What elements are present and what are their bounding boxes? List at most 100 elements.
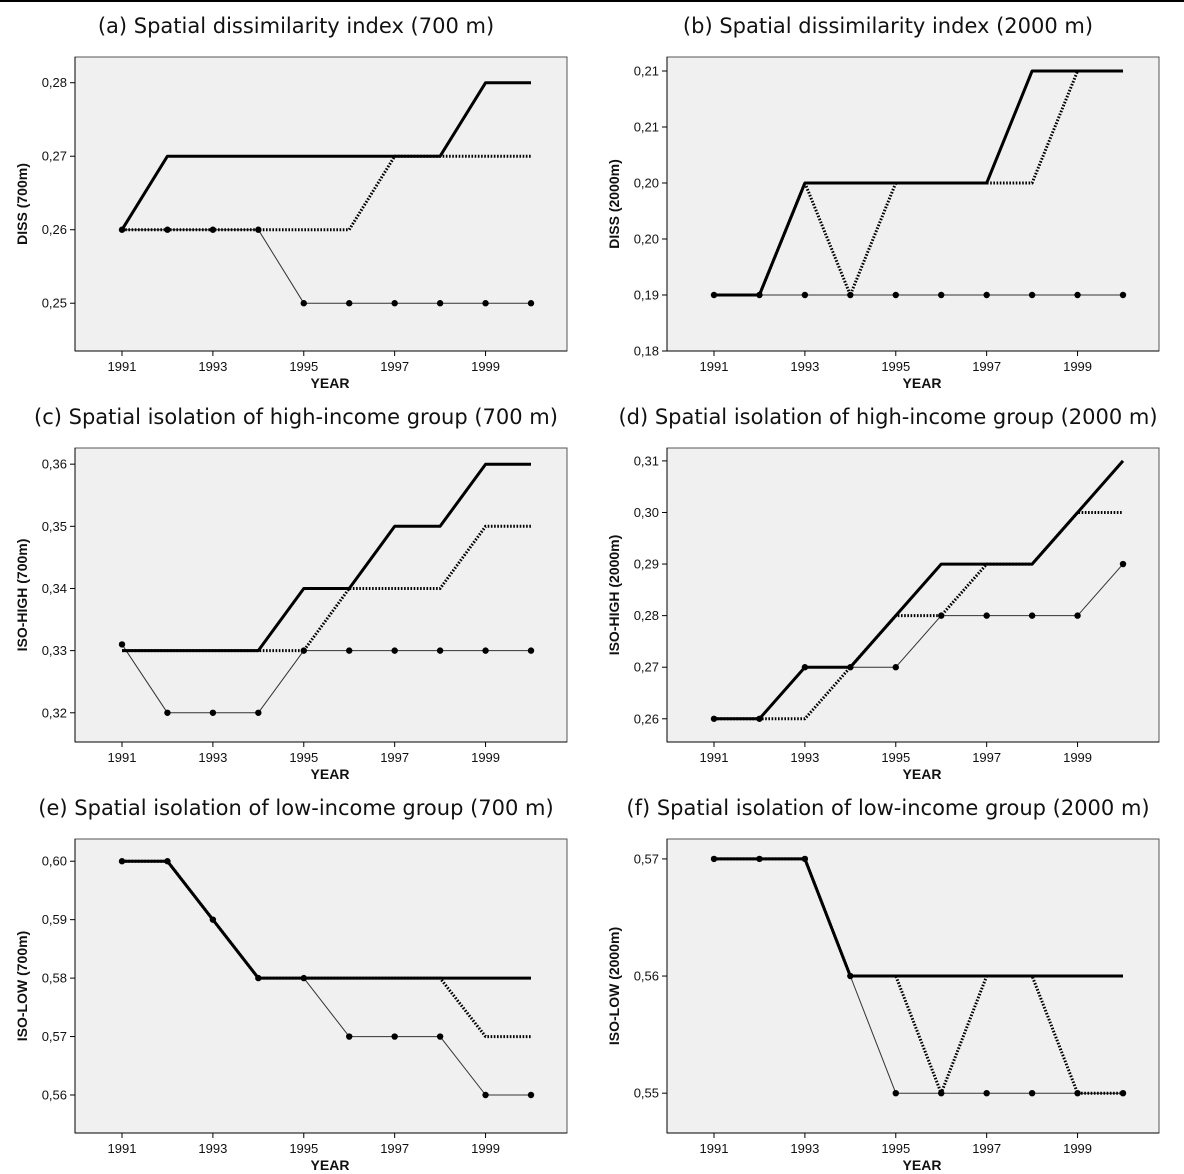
data-point — [892, 291, 899, 299]
data-point — [164, 709, 171, 716]
series-line-thin-markers — [121, 644, 531, 714]
data-point — [300, 300, 307, 307]
y-axis-label: ISO-HIGH (2000m) — [606, 535, 622, 656]
data-point — [1119, 560, 1127, 568]
chart-svg-f: (f) Spatial isolation of low-income grou… — [606, 796, 1160, 1173]
x-tick-label: 1999 — [471, 750, 500, 765]
y-tick-label: 0,57 — [634, 851, 659, 866]
chart-title: (e) Spatial isolation of low-income grou… — [38, 796, 553, 820]
x-tick-label: 1991 — [700, 1141, 729, 1156]
y-tick-label: 0,28 — [634, 608, 659, 623]
data-point — [436, 647, 444, 654]
series-line-dotted — [122, 154, 531, 232]
data-point — [118, 641, 126, 648]
y-tick-label: 0,55 — [634, 1086, 659, 1101]
data-point — [391, 647, 398, 654]
chart-title: (f) Spatial isolation of low-income grou… — [626, 796, 1149, 820]
x-tick-label: 1995 — [289, 1141, 318, 1156]
plot-area — [74, 447, 568, 743]
y-tick-label: 0,28 — [42, 75, 67, 90]
data-point — [892, 664, 899, 671]
data-point — [938, 291, 945, 299]
series-line-thick — [122, 462, 531, 653]
y-tick-label: 0,60 — [42, 854, 67, 869]
series-line-thick — [714, 69, 1123, 297]
data-point — [482, 1091, 489, 1099]
x-tick-label: 1999 — [471, 1141, 500, 1156]
data-point — [1119, 291, 1127, 299]
x-tick-label: 1991 — [108, 359, 137, 374]
y-tick-label: 0,36 — [42, 457, 67, 472]
x-tick-label: 1997 — [972, 359, 1001, 374]
y-tick-label: 0,26 — [634, 711, 659, 726]
y-tick-label: 0,27 — [42, 149, 67, 164]
data-point — [436, 300, 444, 307]
y-tick-label: 0,35 — [42, 519, 67, 534]
y-tick-label: 0,25 — [42, 296, 67, 311]
data-point — [1074, 612, 1081, 619]
series-line-thick — [714, 459, 1125, 721]
chart-svg-a: (a) Spatial dissimilarity index (700 m) 0… — [14, 14, 568, 391]
data-point — [527, 300, 535, 307]
chart-title: (c) Spatial isolation of high-income gro… — [34, 405, 558, 429]
x-axis-label: YEAR — [311, 1157, 350, 1173]
series-line-thick — [120, 81, 531, 231]
chart-title: (d) Spatial isolation of high-income gro… — [618, 405, 1157, 429]
x-tick-label: 1991 — [108, 1141, 137, 1156]
y-tick-label: 0,30 — [634, 505, 659, 520]
y-tick-label: 0,59 — [42, 912, 67, 927]
y-tick-label: 0,26 — [42, 222, 67, 237]
x-tick-label: 1997 — [380, 359, 409, 374]
data-point — [801, 291, 809, 299]
y-tick-label: 0,21 — [634, 64, 659, 79]
top-rule — [0, 0, 1184, 2]
y-tick-label: 0,58 — [42, 971, 67, 986]
y-tick-label: 0,20 — [634, 232, 659, 247]
chart-title: (b) Spatial dissimilarity index (2000 m) — [683, 14, 1093, 38]
y-tick-label: 0,32 — [42, 705, 67, 720]
x-tick-label: 1997 — [972, 1141, 1001, 1156]
x-tick-label: 1991 — [700, 750, 729, 765]
chart-svg-e: (e) Spatial isolation of low-income grou… — [14, 796, 568, 1173]
y-tick-label: 0,19 — [634, 288, 659, 303]
x-tick-label: 1995 — [881, 750, 910, 765]
chart-panel-c: (c) Spatial isolation of high-income gro… — [0, 391, 592, 782]
data-point — [983, 612, 990, 619]
y-tick-label: 0,27 — [634, 660, 659, 675]
data-point — [209, 709, 217, 716]
y-tick-label: 0,33 — [42, 643, 67, 658]
x-tick-label: 1993 — [198, 750, 227, 765]
data-point — [983, 291, 990, 299]
series-line-dotted — [714, 511, 1123, 721]
x-tick-label: 1995 — [881, 1141, 910, 1156]
data-point — [391, 1033, 398, 1040]
data-point — [346, 300, 353, 307]
data-point — [527, 647, 535, 654]
x-tick-label: 1999 — [1063, 1141, 1092, 1156]
data-point — [1074, 291, 1081, 299]
y-tick-label: 0,56 — [634, 969, 659, 984]
chart-panel-f: (f) Spatial isolation of low-income grou… — [592, 782, 1184, 1173]
y-tick-label: 0,21 — [634, 120, 659, 135]
plot-area — [74, 838, 568, 1134]
plot-area — [74, 56, 568, 352]
data-point — [892, 1089, 899, 1097]
y-tick-label: 0,18 — [634, 344, 659, 359]
series-line-thick — [714, 857, 1123, 978]
x-axis-label: YEAR — [311, 375, 350, 391]
y-axis-label: ISO-LOW (700m) — [14, 931, 30, 1041]
y-axis-label: DISS (700m) — [14, 163, 30, 245]
data-point — [527, 1091, 535, 1099]
chart-title: (a) Spatial dissimilarity index (700 m) — [98, 14, 494, 38]
data-point — [346, 647, 353, 654]
data-point — [1028, 1089, 1036, 1097]
y-axis-label: DISS (2000m) — [606, 159, 622, 248]
series-line-thick — [122, 859, 531, 980]
data-point — [1028, 612, 1036, 619]
x-tick-label: 1999 — [471, 359, 500, 374]
x-tick-label: 1997 — [380, 750, 409, 765]
x-tick-label: 1991 — [108, 750, 137, 765]
x-tick-label: 1993 — [790, 359, 819, 374]
data-point — [436, 1033, 444, 1040]
x-tick-label: 1995 — [881, 359, 910, 374]
